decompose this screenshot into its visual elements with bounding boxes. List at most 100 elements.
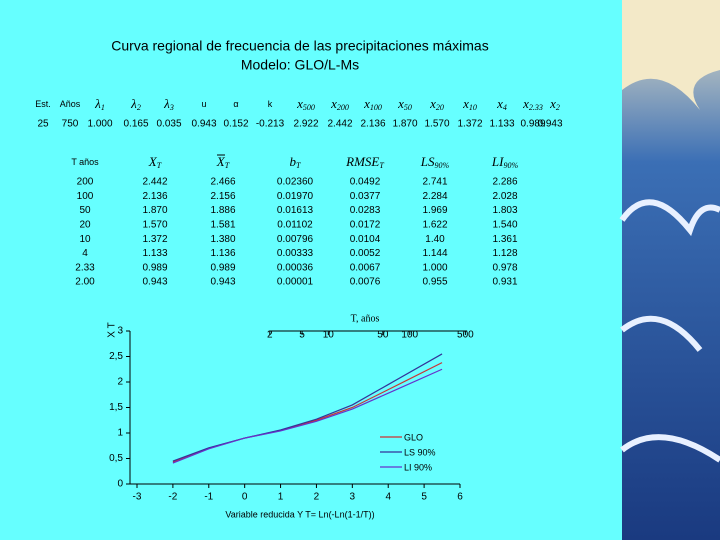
header-subscript: T bbox=[225, 161, 230, 170]
column-header: Años bbox=[60, 99, 81, 109]
header-symbol: Años bbox=[60, 99, 81, 109]
header-subscript: 2.33 bbox=[529, 103, 543, 112]
x-tick-label: 3 bbox=[350, 492, 356, 503]
param-value: 1.570 bbox=[424, 119, 449, 130]
wave-crests bbox=[619, 199, 720, 463]
header-symbol: k bbox=[268, 99, 273, 109]
top-tick-label: 50 bbox=[377, 330, 389, 341]
column-header: x2 bbox=[549, 96, 560, 112]
header-subscript: 200 bbox=[337, 103, 349, 112]
header-symbol: x bbox=[330, 96, 337, 111]
table-cell: 1.870 bbox=[142, 205, 167, 216]
table-cell: 0.02360 bbox=[277, 177, 314, 188]
table-cell: 2.028 bbox=[492, 191, 517, 202]
x-tick-label: -1 bbox=[204, 492, 213, 503]
column-header: x500 bbox=[296, 96, 315, 112]
table-cell: 1.969 bbox=[422, 205, 447, 216]
header-symbol: x bbox=[363, 96, 370, 111]
table-cell: 0.0172 bbox=[350, 220, 381, 231]
column-header: u bbox=[201, 99, 206, 109]
x-tick-label: 1 bbox=[278, 492, 284, 503]
header-subscript: T bbox=[296, 161, 301, 170]
column-header: x50 bbox=[397, 96, 412, 112]
table-cell: 0.943 bbox=[210, 277, 235, 288]
param-value: 1.372 bbox=[457, 119, 482, 130]
x-tick-label: 5 bbox=[421, 492, 427, 503]
header-symbol: x bbox=[496, 96, 503, 111]
table-cell: 1.886 bbox=[210, 205, 235, 216]
table-cell: 20 bbox=[79, 220, 91, 231]
table-cell: 0.0076 bbox=[350, 277, 381, 288]
column-header: XT bbox=[148, 154, 162, 170]
x-tick-label: 0 bbox=[242, 492, 248, 503]
header-symbol: λ bbox=[130, 96, 137, 111]
column-header: T años bbox=[71, 157, 99, 167]
table-cell: 0.931 bbox=[492, 277, 517, 288]
column-header: XT bbox=[216, 154, 230, 170]
header-symbol: X bbox=[148, 154, 158, 169]
legend-label: LI 90% bbox=[404, 462, 432, 472]
y-tick-label: 2 bbox=[117, 377, 123, 388]
table-cell: 1.361 bbox=[492, 234, 517, 245]
column-header: x10 bbox=[462, 96, 477, 112]
table-cell: 1.000 bbox=[422, 262, 447, 273]
header-symbol: λ bbox=[163, 96, 170, 111]
table-cell: 0.00796 bbox=[277, 234, 314, 245]
column-header: bT bbox=[290, 154, 302, 170]
header-symbol: x bbox=[429, 96, 436, 111]
y-tick-label: 0 bbox=[117, 479, 123, 490]
header-symbol: α bbox=[233, 99, 238, 109]
top-tick-label: 500 bbox=[457, 330, 474, 341]
table-cell: 1.622 bbox=[422, 220, 447, 231]
table-cell: 0.01970 bbox=[277, 191, 314, 202]
header-subscript: 50 bbox=[404, 103, 412, 112]
header-symbol: Est. bbox=[35, 99, 51, 109]
param-value: 0.943 bbox=[191, 119, 216, 130]
table-cell: 0.989 bbox=[142, 262, 167, 273]
column-header: λ2 bbox=[130, 96, 141, 112]
table-cell: 0.00036 bbox=[277, 262, 314, 273]
header-symbol: x bbox=[296, 96, 303, 111]
header-subscript: 10 bbox=[469, 103, 477, 112]
header-subscript: 2 bbox=[556, 103, 560, 112]
header-symbol: x bbox=[397, 96, 404, 111]
y-tick-label: 1 bbox=[117, 428, 123, 439]
header-subscript: T bbox=[157, 161, 162, 170]
header-subscript: 500 bbox=[303, 103, 315, 112]
legend-label: GLO bbox=[404, 432, 423, 442]
table-cell: 2.33 bbox=[75, 262, 95, 273]
x-axis-title: Variable reducida Y T= Ln(-Ln(1-1/T)) bbox=[225, 509, 374, 519]
top-axis-title: T, años bbox=[351, 313, 380, 324]
column-header: x200 bbox=[330, 96, 349, 112]
param-value: -0.213 bbox=[256, 119, 285, 130]
column-header: x100 bbox=[363, 96, 382, 112]
param-value: 0.035 bbox=[156, 119, 181, 130]
y-axis-title: X T bbox=[107, 322, 118, 337]
param-value: 0.152 bbox=[223, 119, 248, 130]
header-symbol: b bbox=[290, 154, 297, 169]
header-symbol: x bbox=[522, 96, 529, 111]
header-symbol: x bbox=[549, 96, 556, 111]
table-cell: 2.284 bbox=[422, 191, 447, 202]
top-tick-label: 100 bbox=[401, 330, 418, 341]
table-cell: 0.0377 bbox=[350, 191, 381, 202]
column-header: λ3 bbox=[163, 96, 174, 112]
top-tick-label: 2 bbox=[267, 330, 273, 341]
table-cell: 10 bbox=[79, 234, 91, 245]
table-cell: 1.581 bbox=[210, 220, 235, 231]
header-subscript: 100 bbox=[370, 103, 382, 112]
column-header: LS90% bbox=[420, 154, 450, 170]
x-tick-label: 2 bbox=[314, 492, 320, 503]
param-value: 2.136 bbox=[360, 119, 385, 130]
column-header: x4 bbox=[496, 96, 507, 112]
table-cell: 1.144 bbox=[422, 248, 447, 259]
table-cell: 0.0067 bbox=[350, 262, 381, 273]
column-header: x2.33 bbox=[522, 96, 543, 112]
header-symbol: λ bbox=[94, 96, 101, 111]
header-symbol: u bbox=[201, 99, 206, 109]
x-tick-label: 6 bbox=[457, 492, 463, 503]
table-cell: 1.380 bbox=[210, 234, 235, 245]
header-symbol: LS bbox=[420, 154, 435, 169]
param-value: 25 bbox=[37, 119, 49, 130]
